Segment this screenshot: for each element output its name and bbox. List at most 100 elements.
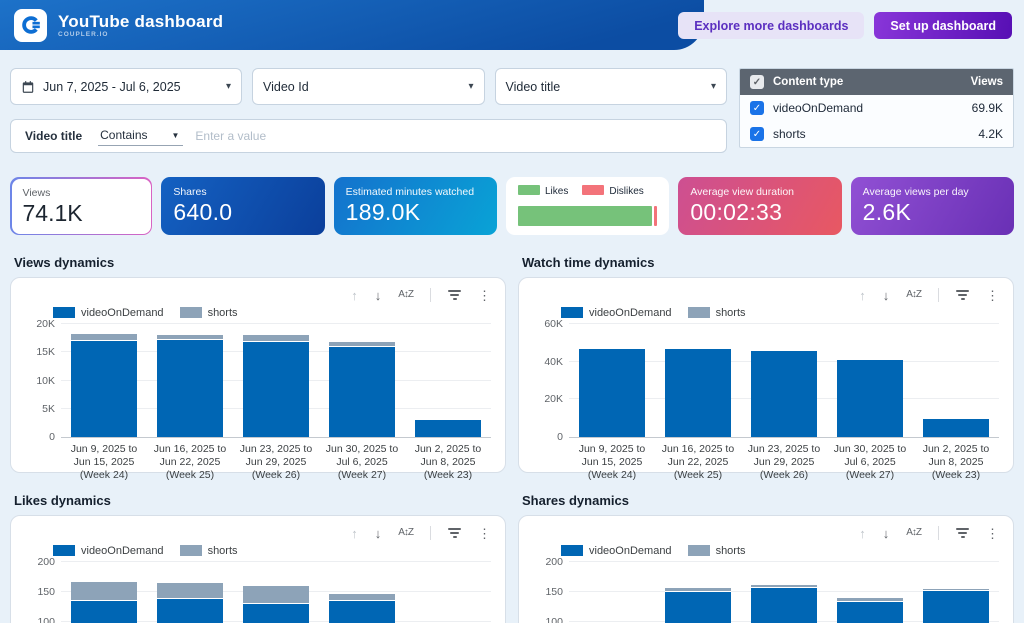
sort-ascending-icon[interactable]: ↑ (351, 525, 358, 541)
bar-segment-videoOnDemand[interactable] (157, 598, 223, 623)
sort-az-icon[interactable]: A↕Z (906, 289, 922, 300)
bar-segment-videoOnDemand[interactable] (751, 587, 817, 623)
sort-descending-icon[interactable]: ↓ (374, 287, 382, 303)
bar-segment-shorts[interactable] (71, 581, 137, 601)
operator-dropdown[interactable]: Contains ▼ (98, 126, 184, 146)
stacked-bar[interactable] (579, 562, 644, 623)
bar-slot (233, 562, 319, 623)
more-options-icon[interactable]: ⋮ (986, 525, 999, 541)
kpi-value: 00:02:33 (690, 199, 783, 225)
explore-dashboards-button[interactable]: Explore more dashboards (678, 12, 865, 39)
sort-descending-icon[interactable]: ↓ (374, 525, 382, 541)
bar-segment-shorts[interactable] (579, 347, 645, 349)
date-range-filter[interactable]: Jun 7, 2025 - Jul 6, 2025 ▾ (10, 68, 242, 105)
shorts-checkbox[interactable]: ✓ (750, 127, 764, 141)
more-options-icon[interactable]: ⋮ (986, 287, 999, 303)
bar-segment-videoOnDemand[interactable] (71, 340, 137, 437)
stacked-bar[interactable] (243, 562, 309, 623)
stacked-bar[interactable] (415, 562, 480, 623)
bar-segment-shorts[interactable] (751, 350, 817, 352)
sort-az-icon[interactable]: A↕Z (906, 527, 922, 538)
bar-segment-shorts[interactable] (751, 584, 817, 588)
bar-segment-videoOnDemand[interactable] (415, 419, 481, 437)
x-axis-label: Jun 30, 2025 to Jul 6, 2025 (Week 27) (325, 443, 399, 481)
stacked-bar[interactable] (415, 324, 481, 437)
bar-segment-shorts[interactable] (923, 417, 989, 419)
stacked-bar[interactable] (837, 324, 903, 437)
filter-icon[interactable] (956, 290, 969, 300)
bar-segment-shorts[interactable] (243, 335, 309, 343)
stacked-bar[interactable] (329, 324, 395, 437)
bar-segment-shorts[interactable] (923, 588, 989, 591)
select-all-checkbox[interactable]: ✓ (750, 75, 764, 89)
stacked-bar[interactable] (243, 324, 309, 437)
bar-segment-videoOnDemand[interactable] (665, 348, 731, 437)
stacked-bar[interactable] (923, 324, 989, 437)
bar-segment-videoOnDemand[interactable] (157, 339, 223, 437)
stacked-bar[interactable] (157, 562, 223, 623)
sort-descending-icon[interactable]: ↓ (882, 287, 890, 303)
setup-dashboard-button[interactable]: Set up dashboard (874, 12, 1012, 39)
videoOnDemand-checkbox[interactable]: ✓ (750, 101, 764, 115)
video-id-filter[interactable]: Video Id ▾ (252, 68, 485, 105)
shorts-legend-swatch (687, 545, 710, 556)
filter-icon[interactable] (448, 528, 461, 538)
shorts-legend-swatch (179, 545, 202, 556)
bar-segment-videoOnDemand[interactable] (243, 603, 309, 623)
dislikes-bar-segment[interactable] (653, 206, 658, 226)
bar-segment-videoOnDemand[interactable] (923, 418, 989, 437)
stacked-bar[interactable] (329, 562, 395, 623)
bar-segment-shorts[interactable] (665, 347, 731, 349)
stacked-bar[interactable] (923, 562, 989, 623)
bar-slot (569, 562, 655, 623)
stacked-bar[interactable] (665, 562, 731, 623)
row-label: shorts (773, 127, 806, 141)
bar-segment-shorts[interactable] (329, 593, 395, 601)
bar-segment-shorts[interactable] (665, 587, 731, 592)
bar-segment-shorts[interactable] (415, 418, 481, 420)
kpi-label: Average views per day (862, 186, 969, 198)
bar-segment-videoOnDemand[interactable] (665, 591, 731, 623)
bar-segment-videoOnDemand[interactable] (923, 590, 989, 623)
bar-segment-videoOnDemand[interactable] (837, 359, 903, 437)
bar-segment-videoOnDemand[interactable] (329, 600, 395, 623)
sort-descending-icon[interactable]: ↓ (882, 525, 890, 541)
stacked-bar[interactable] (837, 562, 903, 623)
likes-bar-segment[interactable] (517, 206, 652, 226)
bar-segment-videoOnDemand[interactable] (329, 347, 395, 437)
filter-icon[interactable] (448, 290, 461, 300)
y-axis-tick-label: 0 (49, 431, 55, 443)
chevron-down-icon: ▾ (468, 81, 474, 92)
more-options-icon[interactable]: ⋮ (478, 525, 491, 541)
bar-segment-shorts[interactable] (157, 335, 223, 340)
stacked-bar[interactable] (157, 324, 223, 437)
stacked-bar[interactable] (71, 324, 137, 437)
stacked-bar[interactable] (751, 562, 817, 623)
bar-segment-shorts[interactable] (837, 358, 903, 360)
stacked-bar[interactable] (71, 562, 137, 623)
stacked-bar[interactable] (579, 324, 645, 437)
bar-segment-videoOnDemand[interactable] (751, 351, 817, 437)
search-input[interactable] (195, 129, 712, 143)
video-id-label: Video Id (263, 79, 309, 94)
bar-segment-videoOnDemand[interactable] (243, 342, 309, 437)
filter-icon[interactable] (956, 528, 969, 538)
sort-ascending-icon[interactable]: ↑ (859, 287, 866, 303)
bar-segment-videoOnDemand[interactable] (579, 348, 645, 437)
sort-ascending-icon[interactable]: ↑ (351, 287, 358, 303)
bar-segment-shorts[interactable] (157, 582, 223, 599)
bar-segment-videoOnDemand[interactable] (71, 600, 137, 623)
bar-segment-videoOnDemand[interactable] (837, 601, 903, 623)
sort-ascending-icon[interactable]: ↑ (859, 525, 866, 541)
bar-segment-shorts[interactable] (329, 341, 395, 348)
bar-segment-shorts[interactable] (71, 334, 137, 341)
bar-segment-shorts[interactable] (243, 585, 309, 604)
sort-az-icon[interactable]: A↕Z (398, 289, 414, 300)
bar-segment-shorts[interactable] (837, 597, 903, 602)
stacked-bar[interactable] (665, 324, 731, 437)
sort-az-icon[interactable]: A↕Z (398, 527, 414, 538)
more-options-icon[interactable]: ⋮ (478, 287, 491, 303)
video-title-filter[interactable]: Video title ▾ (494, 68, 727, 105)
stacked-bar[interactable] (751, 324, 817, 437)
